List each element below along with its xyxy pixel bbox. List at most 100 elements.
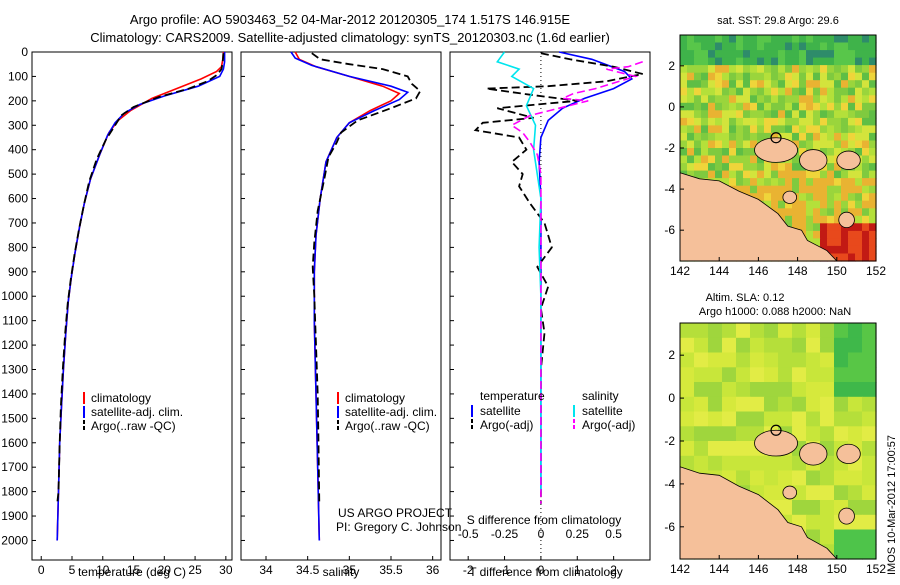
heatmap-cell — [855, 238, 863, 247]
heatmap-cell — [694, 87, 702, 96]
heatmap-cell — [701, 42, 709, 51]
heatmap-cell — [694, 65, 702, 74]
series-line-climatology — [56, 51, 225, 541]
difference-series — [473, 51, 643, 504]
heatmap-cell — [792, 163, 800, 172]
heatmap-cell — [827, 102, 835, 111]
heatmap-cell — [715, 110, 723, 119]
heatmap-cell — [862, 230, 870, 239]
heatmap-cell — [680, 426, 695, 442]
project-annotation-line2: PI: Gregory C. Johnson — [336, 520, 461, 534]
heatmap-cell — [743, 132, 751, 141]
heatmap-cell — [680, 87, 688, 96]
heatmap-cell — [862, 514, 877, 531]
heatmap-cell — [771, 200, 779, 209]
heatmap-cell — [848, 125, 856, 134]
map-x-tick-label: 152 — [866, 264, 886, 278]
argo-float-position-marker — [770, 132, 782, 144]
map-x-tick-label: 148 — [788, 264, 808, 278]
heatmap-cell — [813, 72, 821, 81]
heatmap-cell — [680, 382, 695, 398]
heatmap-cell — [729, 125, 737, 134]
heatmap-cell — [771, 178, 779, 187]
depth-tick-label: 700 — [8, 216, 28, 230]
heatmap-cell — [708, 455, 723, 472]
heatmap-cell — [708, 148, 716, 157]
heatmap-cell — [722, 140, 730, 149]
heatmap-cell — [806, 230, 814, 239]
heatmap-cell — [862, 200, 870, 209]
heatmap-cell — [869, 125, 877, 134]
heatmap-cell — [694, 80, 702, 89]
heatmap-cell — [778, 193, 786, 202]
heatmap-cell — [841, 185, 849, 194]
heatmap-cell — [694, 411, 709, 427]
heatmap-cell — [834, 470, 849, 486]
heatmap-cell — [708, 57, 716, 66]
heatmap-cell — [834, 50, 842, 59]
s-difference-x-axis: -0.5 -0.25 0 0.25 0.5 — [458, 527, 622, 541]
figure-title-line2: Climatology: CARS2009. Satellite-adjuste… — [90, 30, 610, 45]
heatmap-cell — [806, 185, 814, 194]
heatmap-cell — [813, 57, 821, 66]
heatmap-cell — [764, 102, 772, 111]
heatmap-cell — [792, 35, 800, 44]
heatmap-cell — [834, 193, 842, 202]
heatmap-cell — [701, 35, 709, 44]
heatmap-cell — [722, 95, 730, 104]
heatmap-cell — [869, 57, 877, 66]
heatmap-cell — [778, 80, 786, 89]
heatmap-cell — [750, 125, 758, 134]
heatmap-cell — [841, 200, 849, 209]
heatmap-cell — [743, 95, 751, 104]
heatmap-cell — [778, 367, 793, 383]
salinity-axes-frame — [240, 51, 442, 561]
heatmap-cell — [834, 35, 842, 44]
sla-land-mask — [679, 424, 861, 560]
heatmap-cell — [778, 470, 793, 486]
heatmap-cell — [708, 80, 716, 89]
heatmap-cell — [841, 170, 849, 179]
heatmap-cell — [862, 163, 870, 172]
heatmap-cell — [799, 80, 807, 89]
heatmap-cell — [778, 117, 786, 126]
heatmap-cell — [757, 95, 765, 104]
heatmap-cell — [771, 50, 779, 59]
x-tick-label: 2 — [610, 563, 617, 577]
heatmap-cell — [799, 185, 807, 194]
heatmap-cell — [764, 65, 772, 74]
heatmap-cell — [855, 140, 863, 149]
heatmap-cell — [722, 65, 730, 74]
heatmap-cell — [750, 170, 758, 179]
heatmap-cell — [806, 140, 814, 149]
heatmap-cell — [848, 223, 856, 232]
heatmap-cell — [764, 57, 772, 66]
heatmap-cell — [722, 80, 730, 89]
heatmap-cell — [729, 170, 737, 179]
heatmap-cell — [764, 80, 772, 89]
heatmap-cell — [820, 170, 828, 179]
heatmap-cell — [764, 50, 772, 59]
heatmap-cell — [729, 50, 737, 59]
heatmap-cell — [841, 125, 849, 134]
heatmap-cell — [687, 110, 695, 119]
heatmap-cell — [820, 148, 828, 157]
depth-tick-label: 200 — [8, 94, 28, 108]
heatmap-cell — [736, 352, 751, 368]
heatmap-cell — [841, 117, 849, 126]
heatmap-cell — [701, 140, 709, 149]
heatmap-cell — [862, 35, 870, 44]
heatmap-cell — [820, 35, 828, 44]
heatmap-cell — [680, 140, 688, 149]
heatmap-cell — [834, 125, 842, 134]
heatmap-cell — [743, 50, 751, 59]
heatmap-cell — [799, 148, 807, 157]
sla-map-panel: Altim. SLA: 0.12 Argo h1000: 0.088 h2000… — [664, 292, 886, 576]
heatmap-cell — [743, 80, 751, 89]
heatmap-cell — [750, 110, 758, 119]
depth-tick-label: 300 — [8, 118, 28, 132]
heatmap-cell — [841, 42, 849, 51]
heatmap-cell — [799, 72, 807, 81]
heatmap-cell — [806, 102, 814, 111]
heatmap-cell — [771, 110, 779, 119]
